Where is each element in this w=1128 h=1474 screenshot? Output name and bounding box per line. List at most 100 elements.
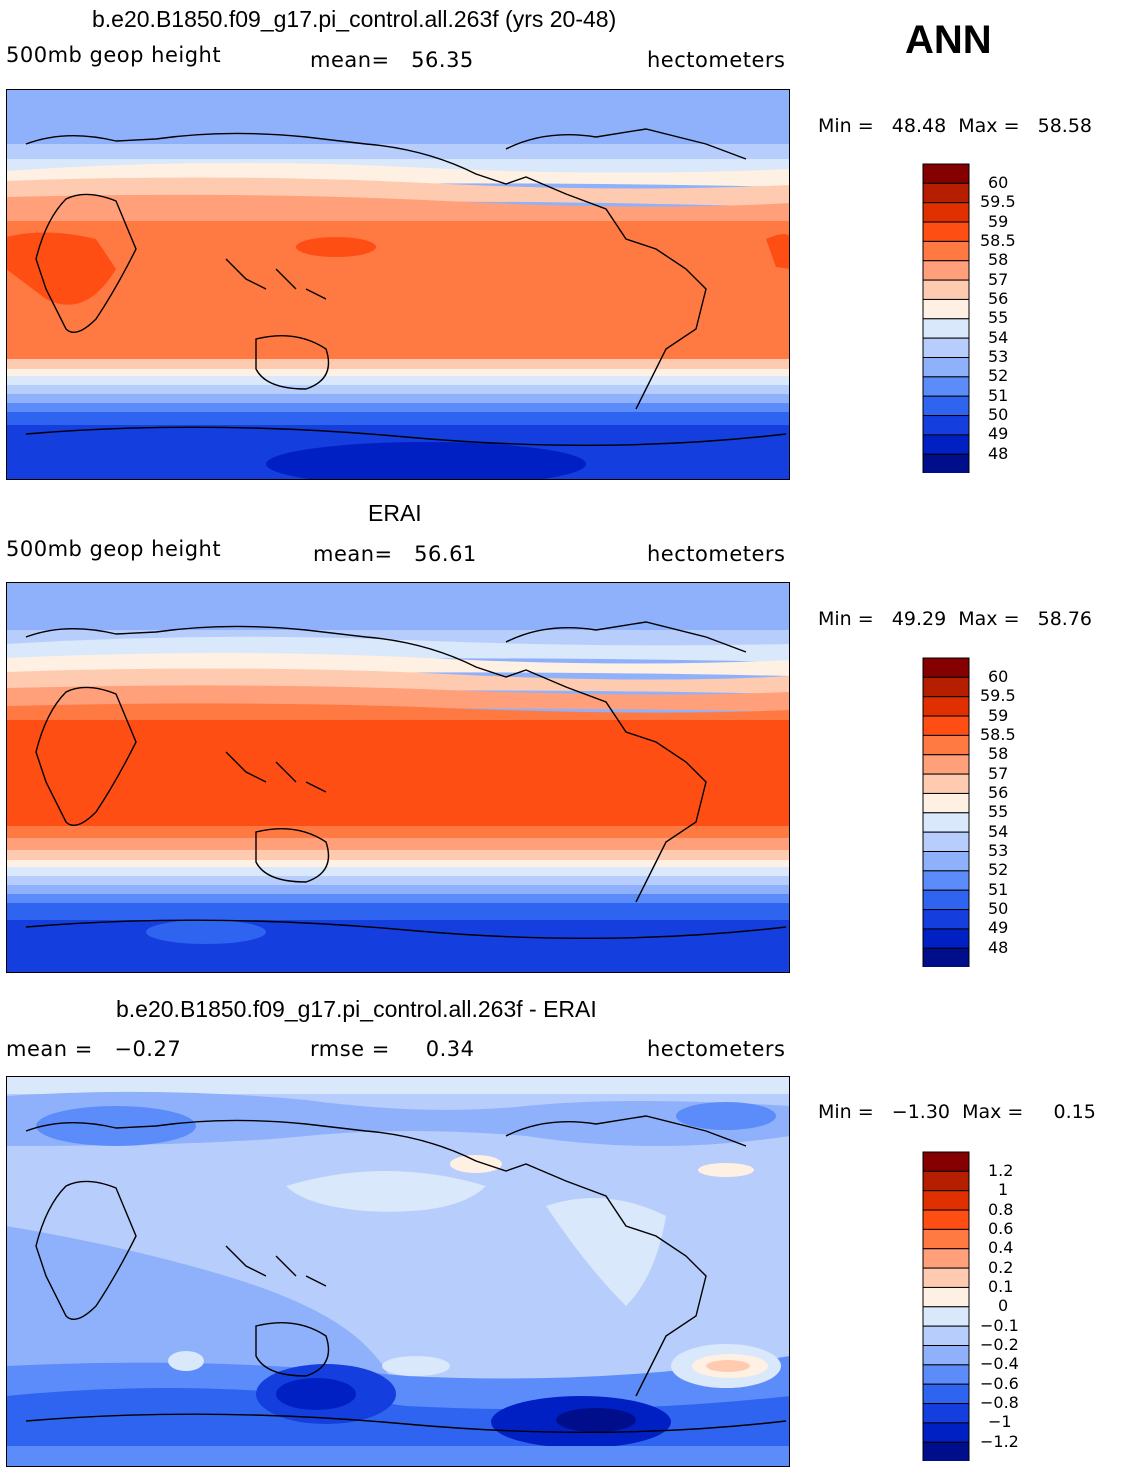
- colorbar-swatch: [922, 1403, 970, 1424]
- panel1-title: b.e20.B1850.f09_g17.pi_control.all.263f …: [92, 6, 617, 32]
- panel2-variable-label: 500mb geop height: [6, 537, 222, 561]
- panel3-colorbar-tick: 0.6: [988, 1219, 1014, 1238]
- colorbar-swatch: [922, 1286, 970, 1308]
- panel2-colorbar-tick: 59.5: [980, 686, 1016, 705]
- panel3-colorbar-tick: 0.2: [988, 1258, 1014, 1277]
- colorbar-swatch: [922, 357, 970, 378]
- panel2-mean-label: mean= 56.61: [313, 542, 477, 566]
- panel1-colorbar-tick: 59: [988, 212, 1009, 231]
- panel2-colorbar: [922, 657, 970, 967]
- colorbar-swatch: [922, 376, 970, 397]
- panel1-colorbar-tick: 55: [988, 308, 1009, 327]
- panel2-colorbar-tick: 56: [988, 783, 1009, 802]
- panel2-units-label: hectometers: [647, 542, 786, 566]
- colorbar-swatch: [922, 1364, 970, 1385]
- colorbar-swatch: [922, 851, 970, 872]
- panel1-variable-label: 500mb geop height: [6, 43, 222, 67]
- panel1-colorbar-tick: 50: [988, 405, 1009, 424]
- panel1-map: [6, 89, 790, 480]
- colorbar-swatch: [922, 734, 970, 756]
- panel3-colorbar-tick: −0.6: [980, 1374, 1019, 1393]
- panel3-rmse-label: rmse = 0.34: [310, 1037, 475, 1061]
- panel3-colorbar-tick: −0.4: [980, 1354, 1019, 1373]
- colorbar-swatch: [922, 831, 970, 852]
- panel2-colorbar-tick: 53: [988, 841, 1009, 860]
- colorbar-swatch: [922, 182, 970, 204]
- panel2-minmax: Min = 49.29 Max = 58.76: [818, 608, 1093, 630]
- colorbar-swatch: [922, 947, 970, 967]
- panel1-colorbar-tick: 49: [988, 424, 1009, 443]
- colorbar-swatch: [922, 163, 970, 184]
- colorbar-swatch: [922, 1325, 970, 1346]
- colorbar-swatch: [922, 928, 970, 949]
- panel3-colorbar: [922, 1151, 970, 1461]
- panel3-minmax: Min = −1.30 Max = 0.15: [818, 1101, 1096, 1123]
- panel2-colorbar-tick: 49: [988, 918, 1009, 937]
- panel3-colorbar-tick: 0.4: [988, 1238, 1014, 1257]
- colorbar-swatch: [922, 657, 970, 678]
- colorbar-swatch: [922, 773, 970, 794]
- panel3-colorbar-tick: 1: [998, 1180, 1009, 1199]
- colorbar-swatch: [922, 812, 970, 833]
- colorbar-swatch: [922, 298, 970, 320]
- panel2-colorbar-tick: 58.5: [980, 725, 1016, 744]
- colorbar-swatch: [922, 1190, 970, 1211]
- panel3-title: b.e20.B1850.f09_g17.pi_control.all.263f …: [116, 996, 597, 1022]
- season-label: ANN: [905, 18, 992, 62]
- colorbar-swatch: [922, 1345, 970, 1366]
- colorbar-swatch: [922, 453, 970, 473]
- colorbar-swatch: [922, 395, 970, 417]
- colorbar-swatch: [922, 240, 970, 262]
- colorbar-swatch: [922, 1383, 970, 1405]
- panel1-colorbar-tick: 51: [988, 386, 1009, 405]
- colorbar-swatch: [922, 696, 970, 717]
- panel3-colorbar-tick: 0.1: [988, 1277, 1014, 1296]
- colorbar-swatch: [922, 1209, 970, 1230]
- panel2-colorbar-tick: 54: [988, 822, 1009, 841]
- panel3-colorbar-tick: 0: [998, 1296, 1009, 1315]
- colorbar-swatch: [922, 1441, 970, 1461]
- panel3-colorbar-tick: −1: [988, 1412, 1012, 1431]
- panel1-colorbar-tick: 53: [988, 347, 1009, 366]
- panel2-colorbar-tick: 48: [988, 938, 1009, 957]
- colorbar-swatch: [922, 1267, 970, 1288]
- colorbar-swatch: [922, 1248, 970, 1269]
- panel3-colorbar-tick: −1.2: [980, 1432, 1019, 1451]
- colorbar-swatch: [922, 754, 970, 775]
- panel1-units-label: hectometers: [647, 48, 786, 72]
- panel3-map: [6, 1076, 790, 1467]
- panel1-mean-label: mean= 56.35: [310, 48, 474, 72]
- panel3-colorbar-tick: −0.1: [980, 1316, 1019, 1335]
- panel1-colorbar-tick: 52: [988, 366, 1009, 385]
- panel1-colorbar-tick: 57: [988, 270, 1009, 289]
- panel3-colorbar-tick: −0.2: [980, 1335, 1019, 1354]
- colorbar-swatch: [922, 889, 970, 911]
- colorbar-swatch: [922, 1170, 970, 1192]
- colorbar-swatch: [922, 870, 970, 891]
- colorbar-swatch: [922, 260, 970, 281]
- panel2-colorbar-tick: 52: [988, 860, 1009, 879]
- colorbar-swatch: [922, 676, 970, 698]
- colorbar-swatch: [922, 792, 970, 814]
- panel2-colorbar-tick: 50: [988, 899, 1009, 918]
- panel1-colorbar-tick: 48: [988, 444, 1009, 463]
- colorbar-swatch: [922, 715, 970, 736]
- colorbar-swatch: [922, 1422, 970, 1443]
- panel2-map: [6, 582, 790, 973]
- panel3-colorbar-tick: 1.2: [988, 1161, 1014, 1180]
- panel1-colorbar: [922, 163, 970, 473]
- colorbar-swatch: [922, 1151, 970, 1172]
- panel1-colorbar-tick: 58.5: [980, 231, 1016, 250]
- panel2-colorbar-tick: 55: [988, 802, 1009, 821]
- panel1-colorbar-tick: 60: [988, 173, 1009, 192]
- panel1-colorbar-tick: 54: [988, 328, 1009, 347]
- panel3-colorbar-tick: 0.8: [988, 1200, 1014, 1219]
- panel3-colorbar-tick: −0.8: [980, 1393, 1019, 1412]
- colorbar-swatch: [922, 221, 970, 242]
- panel2-colorbar-tick: 59: [988, 706, 1009, 725]
- colorbar-swatch: [922, 337, 970, 358]
- panel1-colorbar-tick: 58: [988, 250, 1009, 269]
- panel3-mean-label: mean = −0.27: [6, 1037, 182, 1061]
- panel2-colorbar-tick: 51: [988, 880, 1009, 899]
- colorbar-swatch: [922, 909, 970, 930]
